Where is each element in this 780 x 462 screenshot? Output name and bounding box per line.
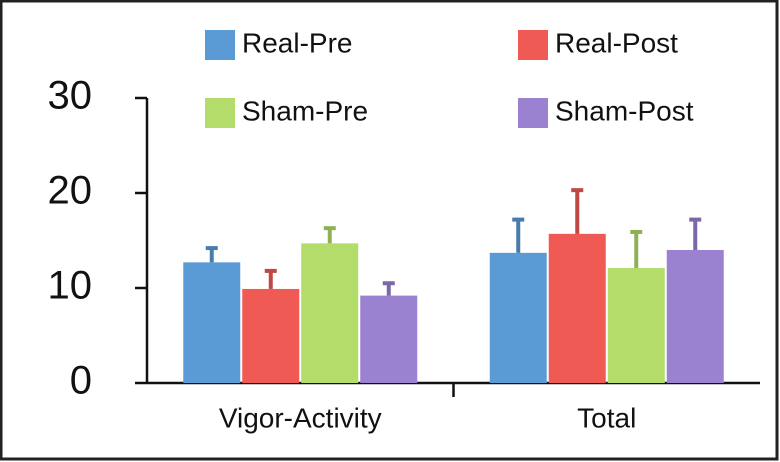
bar xyxy=(301,243,359,383)
error-bar xyxy=(205,246,218,263)
bar xyxy=(666,250,724,383)
error-bar xyxy=(323,226,336,244)
bar xyxy=(183,262,241,383)
y-tick-label: 20 xyxy=(48,169,93,213)
error-bar xyxy=(630,229,643,269)
legend-swatch xyxy=(205,98,235,128)
legend-swatch xyxy=(518,98,548,128)
error-bar xyxy=(382,281,395,296)
bar xyxy=(242,288,300,383)
legend-label: Sham-Post xyxy=(555,95,694,126)
y-tick-label: 30 xyxy=(48,74,93,118)
x-tick-label: Total xyxy=(577,402,636,433)
legend-label: Sham-Pre xyxy=(242,95,368,126)
bar xyxy=(607,268,665,383)
error-bar xyxy=(571,188,584,234)
error-bar xyxy=(512,217,525,253)
legend-swatch xyxy=(205,30,235,60)
y-tick-label: 0 xyxy=(70,359,92,403)
x-tick-label: Vigor-Activity xyxy=(219,402,382,433)
legend-swatch xyxy=(518,30,548,60)
legend-label: Real-Post xyxy=(555,27,678,58)
legend-label: Real-Pre xyxy=(242,27,352,58)
bar xyxy=(360,295,418,383)
error-bar xyxy=(264,268,277,289)
bar xyxy=(548,233,606,383)
error-bar xyxy=(689,217,702,250)
bar xyxy=(489,252,547,383)
y-tick-label: 10 xyxy=(48,264,93,308)
